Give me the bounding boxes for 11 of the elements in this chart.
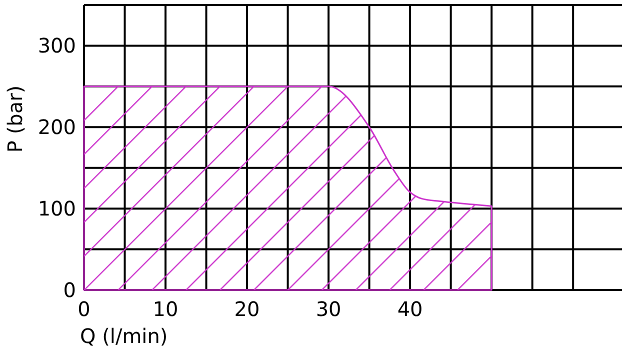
x-tick-label: 30 (316, 297, 342, 321)
y-tick-label: 100 (38, 196, 76, 221)
x-tick-label: 20 (234, 297, 260, 321)
x-axis-title: Q (l/min) (80, 324, 168, 348)
y-tick-label: 0 (63, 278, 76, 302)
x-tick-label: 10 (152, 297, 178, 321)
y-tick-label: 300 (38, 34, 76, 58)
y-tick-label: 200 (38, 115, 76, 140)
x-tick-label: 0 (78, 297, 90, 321)
x-tick-label: 40 (397, 297, 423, 321)
y-axis-title: P (bar) (3, 85, 27, 153)
